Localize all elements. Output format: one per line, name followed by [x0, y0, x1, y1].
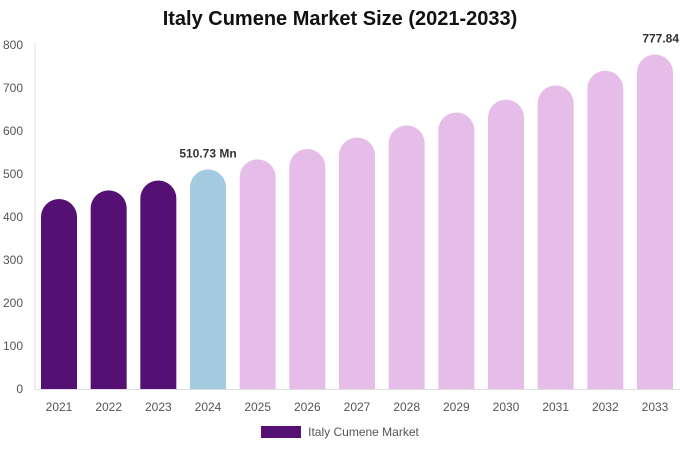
bar-2029	[438, 112, 475, 389]
bar-2022	[90, 190, 127, 389]
chart-title: Italy Cumene Market Size (2021-2033)	[162, 8, 518, 30]
bar-2032	[587, 70, 624, 390]
x-tick-label: 2024	[195, 400, 222, 414]
x-tick-label: 2023	[145, 400, 172, 414]
x-tick-label: 2029	[443, 400, 470, 414]
x-tick-label: 2030	[493, 400, 520, 414]
x-tick-label: 2022	[95, 400, 122, 414]
x-tick-label: 2026	[294, 400, 321, 414]
data-label-2033: 777.84 Mn	[642, 32, 680, 46]
y-tick-label: 700	[3, 81, 23, 95]
legend-swatch	[261, 426, 302, 438]
bar-2021	[41, 198, 77, 389]
bar-2031	[537, 85, 574, 390]
x-tick-label: 2031	[542, 400, 569, 414]
y-tick-label: 600	[3, 124, 23, 138]
bar-2025	[239, 159, 276, 389]
x-tick-label: 2021	[46, 400, 73, 414]
x-tick-label: 2032	[592, 400, 619, 414]
y-tick-label: 0	[16, 382, 23, 396]
data-label-2024: 510.73 Mn	[179, 146, 236, 160]
legend-label: Italy Cumene Market	[308, 425, 419, 439]
y-tick-label: 800	[3, 38, 23, 52]
y-tick-label: 400	[3, 210, 23, 224]
y-tick-label: 500	[3, 167, 23, 181]
bar-2027	[339, 137, 375, 389]
x-tick-label: 2028	[393, 400, 420, 414]
x-tick-label: 2025	[244, 400, 271, 414]
y-tick-label: 200	[3, 296, 23, 310]
bar-2030	[488, 99, 524, 390]
y-tick-label: 300	[3, 253, 23, 267]
bar-2033	[637, 54, 673, 389]
y-tick-label: 100	[3, 339, 23, 353]
bar-2026	[289, 149, 326, 389]
legend[interactable]: Italy Cumene Market	[0, 425, 680, 439]
x-tick-label: 2033	[642, 400, 669, 414]
bar-2023	[140, 180, 177, 389]
bar-2024	[190, 169, 226, 389]
x-tick-label: 2027	[344, 400, 371, 414]
bar-2028	[388, 125, 425, 390]
